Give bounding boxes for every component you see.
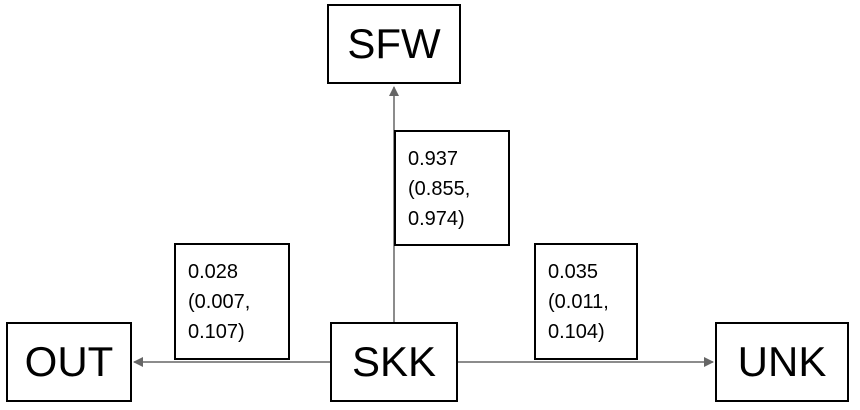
edge-label-skk-to-sfw: 0.937 (0.855, 0.974)	[394, 130, 510, 246]
edge-ci-low: (0.011,	[548, 291, 609, 313]
edge-ci-low: (0.855,	[408, 178, 471, 200]
edge-label-skk-to-unk: 0.035 (0.011, 0.104)	[534, 243, 638, 360]
node-skk: SKK	[330, 322, 458, 402]
edge-ci-high: 0.974)	[408, 208, 465, 230]
edge-value: 0.028	[188, 261, 239, 283]
edge-label-skk-to-out: 0.028 (0.007, 0.107)	[174, 243, 290, 360]
edge-ci-low: (0.007,	[188, 291, 251, 313]
node-sfw: SFW	[327, 4, 461, 84]
node-out: OUT	[6, 322, 132, 402]
edge-value: 0.035	[548, 261, 599, 283]
edge-value: 0.937	[408, 148, 459, 170]
edge-ci-high: 0.107)	[188, 321, 245, 343]
edge-ci-high: 0.104)	[548, 321, 605, 343]
node-unk: UNK	[715, 322, 849, 402]
